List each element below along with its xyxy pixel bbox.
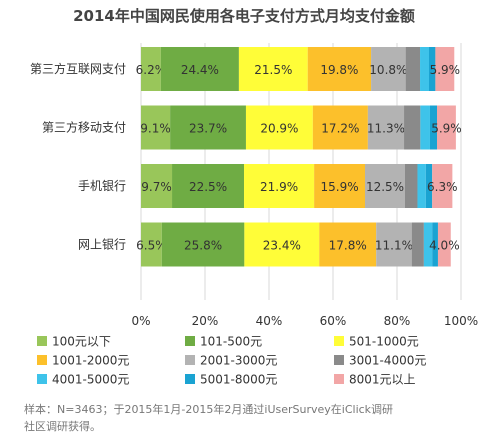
bar-segment-label: 4.0% [429,239,460,253]
bar-segment-label: 22.5% [189,180,227,194]
x-tick-label: 20% [192,314,219,328]
bar-segment [172,164,245,208]
bar-segment-label: 11.3% [367,122,405,136]
legend-label: 501-1000元 [349,335,419,349]
x-tick-label: 100% [444,314,478,328]
legend-label: 5001-8000元 [200,373,277,387]
bar-segment-label: 21.9% [260,180,298,194]
x-tick-label: 0% [131,314,150,328]
bar-segment-label: 5.9% [430,63,461,77]
bar-segment [420,105,430,150]
legend-swatch [37,355,47,365]
bar-segment [245,105,313,150]
bar-segment [429,47,436,91]
bar-segment-label: 23.4% [263,239,301,253]
chart-title: 2014年中国网民使用各电子支付方式月均支付金额 [73,7,415,25]
legend-label: 2001-3000元 [200,354,277,368]
bar-segment [238,47,308,91]
category-label: 网上银行 [78,238,126,252]
x-tick-label: 60% [320,314,347,328]
bar-segment-label: 17.8% [329,239,367,253]
bar-segment-label: 23.7% [189,122,227,136]
bar-segment [425,164,433,208]
legend-swatch [37,374,47,384]
bar-segment [437,105,456,150]
bar-segment [141,164,173,208]
bar-segment [365,164,405,208]
legend-swatch [185,355,195,365]
category-label: 第三方互联网支付 [30,61,126,76]
bar-segment [312,105,368,150]
bar-segment [417,164,426,208]
bar-segment-label: 20.9% [260,122,298,136]
bar-segment [319,222,377,267]
x-axis-ticks: 0% 20% 40% 60% 80% 100% [131,314,478,328]
bar-segment [411,222,424,267]
legend-swatch [334,374,344,384]
bar-segment [244,164,315,208]
bar-segment [437,222,451,267]
bar-segment-label: 12.5% [366,180,404,194]
bar-segment [423,222,433,267]
bar-segment-label: 19.8% [320,63,358,77]
bar-segment [429,105,437,150]
bar-segment [435,47,455,91]
bar-segment [141,47,161,91]
legend-label: 8001元以上 [349,373,416,387]
source-note-line2: 社区调研获得。 [24,419,101,433]
bar-segment [314,164,365,208]
bar-segment [170,105,246,150]
legend-label: 4001-5000元 [52,373,129,387]
bar-segment [420,47,429,91]
legend-swatch [185,374,195,384]
bar-segment-label: 21.5% [254,63,292,77]
bar-segment [371,47,406,91]
bar-segment-label: 6.2% [136,63,167,77]
bar-segment [405,164,418,208]
bar-segment-label: 6.3% [427,180,458,194]
bar-segment-label: 9.7% [141,180,172,194]
category-label: 手机银行 [78,179,126,193]
bar-segment-label: 10.8% [369,63,407,77]
bar-segment-label: 25.8% [184,239,222,253]
bar-segment [141,222,162,267]
legend-label: 3001-4000元 [349,354,426,368]
source-note-line1: 样本：N=3463；于2015年1月-2015年2月通过iUserSurvey在… [24,402,393,416]
legend-swatch [334,355,344,365]
x-tick-label: 80% [384,314,411,328]
legend: 100元以下 101-500元 501-1000元 1001-2000元 2001-30… [37,335,426,387]
bar-segment-label: 15.9% [320,180,358,194]
bar-segment [244,222,320,267]
x-tick-label: 40% [256,314,283,328]
legend-label: 100元以下 [52,335,111,349]
bar-segment-label: 24.4% [181,63,219,77]
bar-segment [432,164,453,208]
bar-segment [432,222,438,267]
legend-label: 1001-2000元 [52,354,129,368]
bar-segment [404,105,421,150]
bar-segment-label: 9.1% [140,122,171,136]
bar-segment-label: 11.1% [375,239,413,253]
bar-segment-label: 17.2% [321,122,359,136]
bar-segment [405,47,421,91]
bar-segment [376,222,412,267]
bar-segment [160,47,239,91]
bar-segment-label: 5.9% [431,122,462,136]
bar-segment [307,47,372,91]
bar-segment-label: 6.5% [136,239,167,253]
legend-label: 101-500元 [200,335,262,349]
bar-segment [161,222,245,267]
legend-swatch [334,336,344,346]
bar-segment [367,105,405,150]
legend-swatch [185,336,195,346]
bars: 6.2% 24.4% 21.5% 19.8% 10.8% 5.9% 9.1% 23.7% 20.… [136,47,462,267]
bar-segment [141,105,171,150]
legend-swatch [37,336,47,346]
category-label: 第三方移动支付 [42,120,126,135]
